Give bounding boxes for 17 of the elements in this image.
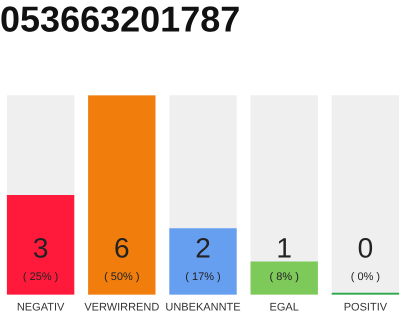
chart-title: 053663201787	[0, 0, 240, 40]
x-tick-label: POSITIV	[344, 301, 388, 314]
bar	[250, 262, 318, 295]
x-tick-label: EGAL	[270, 301, 299, 314]
annotation: ( 17% )	[185, 270, 221, 283]
x-tick-label: VERWIRREND	[84, 301, 160, 314]
annotation: ( 0% )	[350, 270, 380, 283]
data-label: 2	[195, 232, 211, 264]
annotation: ( 50% )	[104, 270, 140, 283]
x-tick-label: UNBEKANNTE	[165, 301, 241, 314]
annotation: ( 8% )	[270, 270, 299, 283]
annotation: ( 25% )	[22, 270, 58, 283]
data-label: 6	[114, 232, 130, 264]
data-label: 0	[358, 232, 374, 264]
data-label: 3	[32, 232, 48, 264]
data-label: 1	[276, 232, 292, 264]
x-tick-label: NEGATIV	[16, 301, 65, 314]
